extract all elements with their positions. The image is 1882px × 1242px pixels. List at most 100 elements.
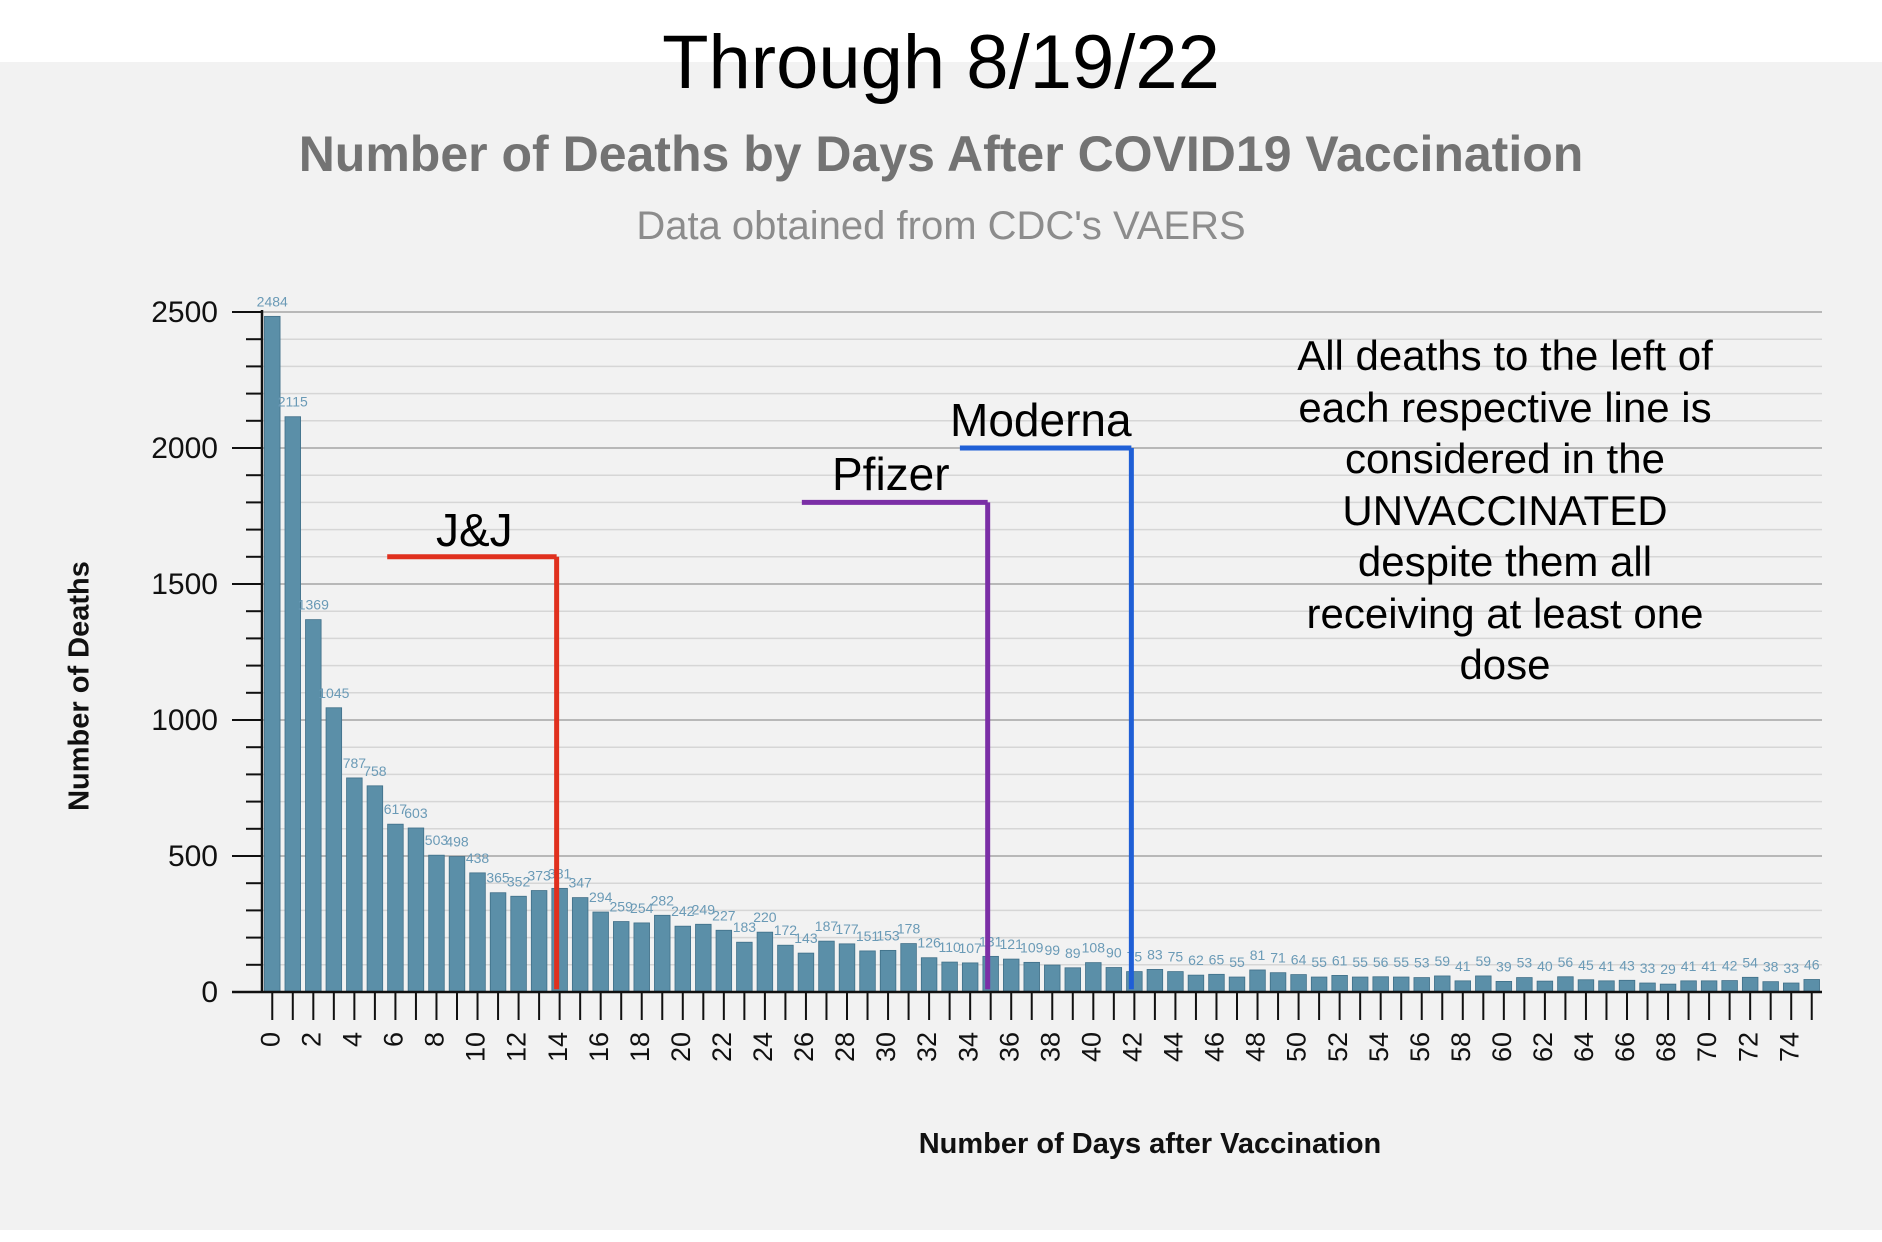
x-tick-label: 72 — [1733, 1032, 1763, 1062]
bar-value-label: 89 — [1065, 945, 1081, 961]
bar — [674, 925, 691, 993]
bar-value-label: 46 — [1804, 956, 1820, 972]
y-tick-label: 1500 — [151, 568, 218, 601]
bar-value-label: 254 — [630, 900, 654, 916]
bar-value-label: 71 — [1270, 950, 1286, 966]
bar — [1783, 982, 1800, 993]
bar-value-label: 126 — [917, 935, 941, 951]
bar-value-label: 41 — [1681, 958, 1697, 974]
bar — [387, 823, 404, 993]
bar — [715, 929, 733, 993]
x-tick-label: 64 — [1569, 1032, 1599, 1062]
x-tick-label: 34 — [953, 1032, 983, 1062]
bar — [305, 619, 322, 993]
bar — [1741, 976, 1759, 993]
bar — [407, 827, 425, 993]
bar — [736, 941, 753, 993]
bar-value-label: 110 — [938, 939, 961, 955]
x-tick-label: 68 — [1651, 1032, 1681, 1062]
bar-value-label: 177 — [835, 921, 859, 937]
bar — [859, 950, 876, 993]
bar-value-label: 498 — [445, 834, 469, 850]
bar — [1310, 976, 1328, 993]
bar-value-label: 55 — [1311, 954, 1327, 970]
bar — [1085, 962, 1102, 993]
bar-value-label: 33 — [1640, 960, 1656, 976]
bar-value-label: 131 — [979, 933, 1003, 949]
x-tick-label: 40 — [1076, 1032, 1106, 1062]
bar — [1700, 980, 1718, 993]
bar-value-label: 2484 — [257, 293, 288, 309]
bar-value-label: 352 — [507, 873, 531, 889]
x-tick-label: 30 — [871, 1032, 901, 1062]
bar — [941, 961, 958, 993]
x-tick-label: 74 — [1774, 1032, 1804, 1062]
x-tick-label: 20 — [666, 1032, 696, 1062]
bar — [777, 944, 794, 993]
bar — [1228, 976, 1246, 993]
bar — [1536, 980, 1554, 993]
x-tick-label: 56 — [1405, 1032, 1435, 1062]
x-tick-label: 14 — [543, 1032, 573, 1062]
bar-value-label: 347 — [568, 875, 592, 891]
bar-value-label: 55 — [1352, 954, 1368, 970]
bar — [1290, 974, 1307, 993]
x-tick-label: 22 — [707, 1032, 737, 1062]
bar — [1762, 981, 1779, 993]
bar — [1639, 982, 1656, 993]
bar-value-label: 56 — [1558, 954, 1574, 970]
bar — [1434, 975, 1451, 993]
chart-subtitle: Data obtained from CDC's VAERS — [636, 204, 1246, 248]
bar-value-label: 59 — [1434, 953, 1450, 969]
bar — [1351, 976, 1369, 993]
bar-value-label: 53 — [1517, 955, 1533, 971]
bar — [1372, 976, 1389, 993]
bar-value-label: 62 — [1188, 952, 1204, 968]
bar — [797, 952, 815, 993]
bar — [1064, 967, 1081, 993]
x-tick-label: 62 — [1528, 1032, 1558, 1062]
bar-value-label: 108 — [1082, 940, 1106, 956]
bar — [530, 890, 548, 993]
bar — [428, 854, 445, 993]
bar — [1023, 961, 1040, 993]
bar — [1475, 975, 1492, 993]
bar — [961, 962, 979, 993]
bar-value-label: 59 — [1476, 953, 1492, 969]
bar-value-label: 107 — [958, 940, 982, 956]
x-tick-label: 52 — [1323, 1032, 1353, 1062]
x-tick-label: 26 — [789, 1032, 819, 1062]
bar-value-label: 65 — [1209, 951, 1225, 967]
bar — [1803, 979, 1820, 993]
bar — [1495, 980, 1513, 993]
x-tick-label: 38 — [1035, 1032, 1065, 1062]
bar-value-label: 373 — [527, 868, 551, 884]
bar-value-label: 90 — [1106, 945, 1122, 961]
chart-title: Number of Deaths by Days After COVID19 V… — [298, 126, 1584, 182]
x-tick-label: 16 — [584, 1032, 614, 1062]
annotation-note: All deaths to the left of each respectiv… — [1297, 332, 1713, 688]
bar — [571, 897, 589, 993]
bar-value-label: 54 — [1742, 954, 1758, 970]
bar-value-label: 75 — [1168, 949, 1184, 965]
jj-line-label: J&J — [436, 504, 513, 556]
bar-value-label: 42 — [1722, 958, 1738, 974]
bar-value-label: 61 — [1332, 952, 1348, 968]
axes — [232, 310, 1822, 1020]
bar-value-label: 43 — [1619, 957, 1635, 973]
bar-value-label: 41 — [1599, 958, 1615, 974]
bar-value-label: 1045 — [318, 685, 349, 701]
bar — [633, 922, 650, 993]
x-tick-label: 60 — [1487, 1032, 1517, 1062]
bar — [1721, 980, 1738, 993]
bar — [264, 315, 281, 993]
bar — [325, 707, 343, 993]
y-tick-labels: 0 500 1000 1500 2000 2500 — [151, 296, 218, 1009]
x-tick-label: 70 — [1692, 1032, 1722, 1062]
x-tick-label: 54 — [1364, 1032, 1394, 1062]
x-tick-label: 4 — [337, 1032, 367, 1047]
bar — [818, 940, 835, 993]
bars — [264, 315, 1820, 993]
